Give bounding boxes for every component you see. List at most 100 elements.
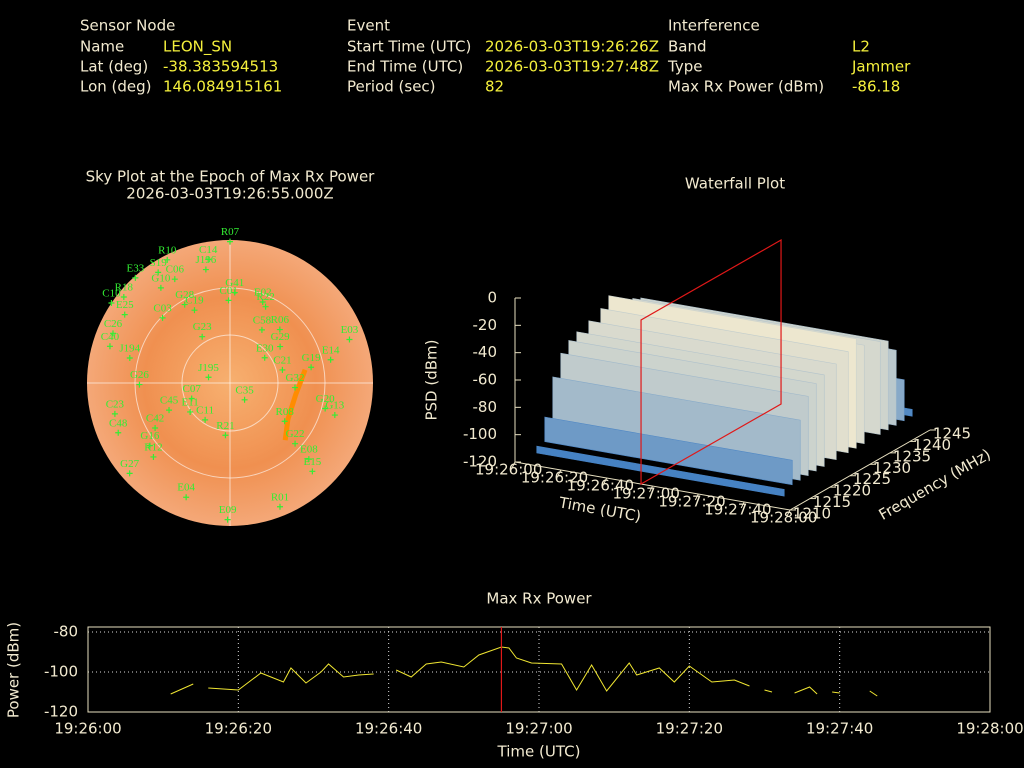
- satellite-label: E11: [181, 396, 198, 408]
- satellite-label: E33: [127, 262, 145, 274]
- field-value: Jammer: [851, 58, 911, 76]
- satellite-marker: [305, 456, 312, 463]
- field-value: -86.18: [852, 78, 900, 96]
- field-value: 2026-03-03T19:27:48Z: [485, 58, 659, 76]
- y-tick-label: -100: [44, 663, 78, 681]
- satellite-marker: [224, 516, 231, 523]
- field-label: Type: [667, 58, 702, 76]
- z-tick-label: -80: [473, 398, 498, 416]
- satellite-label: G27: [120, 458, 139, 470]
- power-line: [170, 646, 878, 697]
- x-tick-label: 19:28:00: [956, 720, 1023, 738]
- z-axis-label: PSD (dBm): [423, 339, 441, 420]
- y-tick-label: 1245: [933, 425, 971, 443]
- field-label: Max Rx Power (dBm): [668, 78, 824, 96]
- satellite-marker: [281, 418, 288, 425]
- satellite-label: G41: [225, 277, 244, 289]
- x-axis-label: Time (UTC): [497, 743, 581, 761]
- x-tick-label: 19:27:00: [505, 720, 572, 738]
- satellite-marker: [188, 395, 195, 402]
- track: [282, 368, 308, 441]
- satellite-marker: [261, 354, 268, 361]
- field-value: 2026-03-03T19:26:26Z: [485, 38, 659, 56]
- satellite-label: R18: [115, 282, 134, 294]
- satellite-marker: [183, 494, 190, 501]
- satellite-marker: [276, 326, 283, 333]
- satellite-marker: [327, 356, 334, 363]
- x-tick: [511, 461, 516, 469]
- satellite-label: C48: [109, 417, 128, 429]
- satellite-label: R01: [271, 491, 289, 503]
- satellite-marker: [291, 384, 298, 391]
- z-tick-label: 0: [487, 289, 497, 307]
- satellite-marker: [121, 311, 128, 318]
- y-tick-label: 1215: [813, 493, 851, 511]
- y-tick-label: 1240: [913, 436, 951, 454]
- satellite-marker: [308, 364, 315, 371]
- satellite-label: G29: [271, 331, 290, 343]
- satellite-marker: [258, 326, 265, 333]
- y-tick-label: -120: [44, 703, 78, 721]
- field-label: End Time (UTC): [347, 58, 463, 76]
- satellite-label: G28: [175, 289, 194, 301]
- satellite-marker: [231, 289, 238, 296]
- satellite-marker: [309, 468, 316, 475]
- satellite-marker: [106, 343, 113, 350]
- satellite-marker: [120, 294, 127, 301]
- satellite-marker: [202, 266, 209, 273]
- satellite-label: R06: [271, 314, 290, 326]
- satellite-marker: [205, 374, 212, 381]
- field-value: 82: [485, 78, 504, 96]
- field-label: Lat (deg): [80, 58, 148, 76]
- y-tick-label: 1220: [833, 482, 871, 500]
- satellite-label: C03: [153, 302, 172, 314]
- satellite-label: G26: [130, 369, 149, 381]
- y-tick-label: 1235: [893, 447, 931, 465]
- satellite-label: C06: [166, 264, 185, 276]
- field-value: 146.084915161: [163, 78, 282, 96]
- satellite-marker: [108, 300, 115, 307]
- satellite-label: E14: [322, 344, 340, 356]
- x-tick-label: 19:26:20: [521, 469, 588, 487]
- satellite-label: G13: [325, 400, 344, 412]
- satellite-marker: [126, 470, 133, 477]
- satellite-label: S19: [150, 257, 168, 269]
- z-tick-label: -120: [463, 453, 497, 471]
- satellite-marker: [166, 407, 173, 414]
- satellite-label: G23: [193, 321, 212, 333]
- section-title: Interference: [668, 17, 760, 35]
- z-tick-label: -60: [473, 371, 498, 389]
- satellite-label: C26: [104, 318, 123, 330]
- x-tick: [694, 493, 699, 501]
- satellite-label: C42: [146, 413, 164, 425]
- satellite-marker: [152, 425, 159, 432]
- field-value: LEON_SN: [163, 38, 232, 57]
- satellite-label: C21: [273, 354, 291, 366]
- y-tick-label: 1230: [873, 459, 911, 477]
- chart-title: Sky Plot at the Epoch of Max Rx Power: [86, 168, 376, 186]
- satellite-marker: [187, 408, 194, 415]
- x-tick-label: 19:27:00: [613, 485, 680, 503]
- satellite-marker: [241, 396, 248, 403]
- satellite-marker: [150, 453, 157, 460]
- satellite-marker: [346, 336, 353, 343]
- field-value: L2: [852, 38, 870, 56]
- section-title: Event: [347, 17, 390, 35]
- satellite-label: R22: [256, 291, 274, 303]
- satellite-marker: [171, 276, 178, 283]
- field-label: Name: [80, 38, 124, 56]
- field-value: -38.383594513: [163, 58, 278, 76]
- x-tick: [557, 469, 562, 477]
- x-tick-label: 19:26:00: [54, 720, 121, 738]
- satellite-label: R12: [144, 441, 162, 453]
- satellite-label: C01: [219, 285, 237, 297]
- x-tick-label: 19:26:40: [567, 477, 634, 495]
- satellite-marker: [227, 238, 233, 245]
- plot-frame: [87, 626, 991, 713]
- satellite-label: C07: [183, 383, 202, 395]
- psd-slice: [536, 445, 785, 497]
- satellite-marker: [136, 381, 143, 388]
- field-label: Lon (deg): [80, 78, 152, 96]
- satellite-label: E08: [300, 444, 318, 456]
- field-label: Start Time (UTC): [347, 38, 471, 56]
